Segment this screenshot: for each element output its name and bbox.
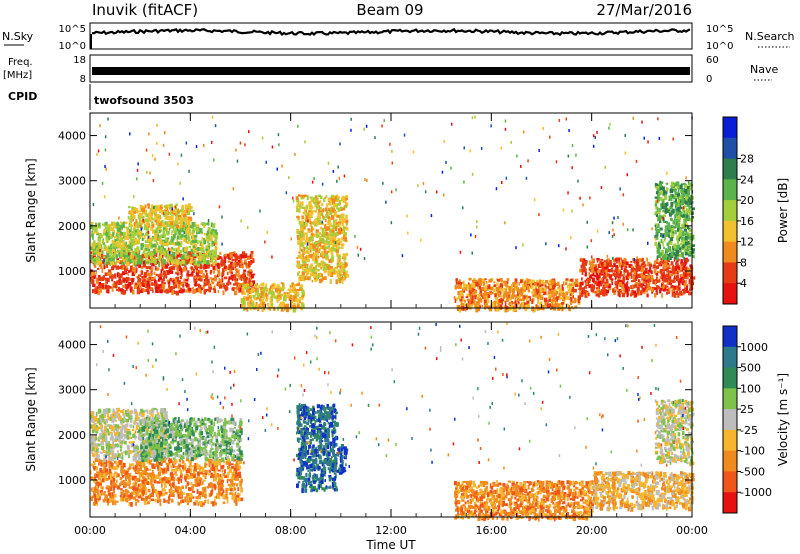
colorbar-swatch — [723, 346, 737, 369]
x-tick-label: 16:00 — [475, 524, 507, 537]
colorbar-swatch — [723, 471, 737, 493]
colorbar-swatch — [723, 220, 737, 243]
y-axis-label: Slant Range [km] — [24, 158, 38, 262]
colorbar-tick-label: -25 — [740, 424, 758, 437]
nave-label: Nave — [750, 63, 778, 76]
colorbar-swatch — [723, 429, 737, 452]
colorbar-swatch — [723, 117, 737, 139]
freq-tick-top: 18 — [73, 55, 86, 66]
colorbar-tick-label: -1000 — [740, 486, 772, 499]
colorbar-tick-label: -100 — [740, 445, 765, 458]
scatter-region — [336, 444, 349, 475]
scatter-region — [654, 180, 696, 261]
x-tick-label: 04:00 — [174, 524, 206, 537]
colorbar-swatch — [723, 158, 737, 180]
scatter-region — [654, 399, 695, 467]
scatter-region — [90, 457, 244, 508]
nsearch-tick-top: 10^5 — [706, 24, 733, 35]
scatter-speckle — [92, 115, 694, 262]
x-tick-label: 12:00 — [375, 524, 407, 537]
colorbar-tick-label: 28 — [740, 153, 754, 166]
colorbar-tick-label: 100 — [740, 382, 761, 395]
freq-label: Freq. — [8, 57, 33, 68]
y-tick-label: 1000 — [58, 474, 86, 487]
y-axis-label: Slant Range [km] — [24, 367, 38, 471]
colorbar-label: Power [dB] — [776, 178, 790, 243]
colorbar-tick-label: -500 — [740, 465, 765, 478]
x-tick-label: 00:00 — [74, 524, 106, 537]
scatter-region — [140, 416, 244, 462]
nsearch-tick-bottom: 10^0 — [706, 41, 733, 52]
colorbar-label: Velocity [m s⁻¹] — [776, 373, 790, 466]
y-tick-label: 3000 — [58, 384, 86, 397]
power-panel: 1000 2000 3000 4000 Slant Range [km] 4 8 12 16 20… — [24, 112, 790, 313]
x-tick-label: 00:00 — [676, 524, 708, 537]
colorbar-tick-label: 12 — [740, 236, 754, 249]
nave-tick-top: 60 — [706, 55, 719, 66]
freq-trace — [92, 67, 690, 75]
colorbar-tick-label: 500 — [740, 362, 761, 375]
scatter-region — [453, 277, 582, 313]
colorbar-swatch — [723, 241, 737, 263]
nsky-tick-bottom: 10^0 — [59, 41, 86, 52]
x-axis-label: Time UT — [365, 538, 416, 552]
scatter-region — [295, 194, 349, 285]
y-tick-label: 2000 — [58, 429, 86, 442]
cpid-value: twofsound 3503 — [94, 94, 194, 107]
scatter-speckle — [91, 322, 687, 470]
y-tick-label: 2000 — [58, 220, 86, 233]
colorbar: 1000 500 100 25 -25 -100 -500 -1000 Velocity [m … — [722, 325, 790, 514]
station-title: Inuvik (fitACF) — [92, 1, 198, 19]
freq-unit: [MHz] — [3, 70, 32, 81]
nsky-tick-top: 10^5 — [59, 24, 86, 35]
colorbar-tick-label: 16 — [740, 215, 754, 228]
cpid-label: CPID — [8, 90, 37, 103]
colorbar-swatch — [723, 388, 737, 410]
colorbar-tick-label: 8 — [740, 256, 747, 269]
scatter-data — [90, 322, 695, 522]
colorbar-swatch — [723, 367, 737, 389]
date-title: 27/Mar/2016 — [596, 1, 692, 19]
colorbar-tick-label: 1000 — [740, 341, 768, 354]
scatter-region — [240, 282, 306, 313]
y-tick-label: 4000 — [58, 339, 86, 352]
colorbar-tick-label: 25 — [740, 403, 754, 416]
colorbar-tick-label: 4 — [740, 277, 747, 290]
nsky-trace — [91, 27, 691, 37]
x-tick-label: 08:00 — [275, 524, 307, 537]
freq-panel: Freq. [MHz] 18 8 60 0 Nave — [3, 54, 778, 85]
scatter-region — [579, 257, 696, 298]
colorbar-swatch — [723, 409, 737, 431]
colorbar-swatch — [723, 179, 737, 201]
colorbar-tick-label: 20 — [740, 194, 754, 207]
beam-title: Beam 09 — [356, 1, 423, 19]
nave-tick-bottom: 0 — [706, 74, 712, 85]
scatter-region — [453, 480, 595, 522]
colorbar-swatch — [723, 137, 737, 160]
colorbar: 4 8 12 16 20 24 28 Power [dB] — [722, 116, 790, 305]
colorbar-swatch — [723, 326, 737, 348]
colorbar-swatch — [723, 492, 737, 514]
freq-tick-bottom: 8 — [80, 74, 86, 85]
colorbar-tick-label: 24 — [740, 173, 754, 186]
y-tick-label: 4000 — [58, 130, 86, 143]
scatter-region — [127, 203, 194, 231]
x-tick-label: 20:00 — [576, 524, 608, 537]
scatter-region — [295, 403, 339, 494]
scatter-data — [90, 115, 696, 313]
colorbar-swatch — [723, 450, 737, 472]
nsearch-label: N.Search — [745, 30, 795, 43]
scatter-region — [90, 221, 219, 267]
colorbar-swatch — [723, 262, 737, 284]
nsky-label: N.Sky — [2, 30, 34, 43]
colorbar-swatch — [723, 283, 737, 305]
nsky-panel: N.Sky 10^5 10^0 10^5 10^0 N.Search — [2, 22, 795, 52]
y-tick-label: 1000 — [58, 265, 86, 278]
y-tick-label: 3000 — [58, 175, 86, 188]
colorbar-swatch — [723, 200, 737, 222]
scatter-region — [592, 471, 695, 512]
